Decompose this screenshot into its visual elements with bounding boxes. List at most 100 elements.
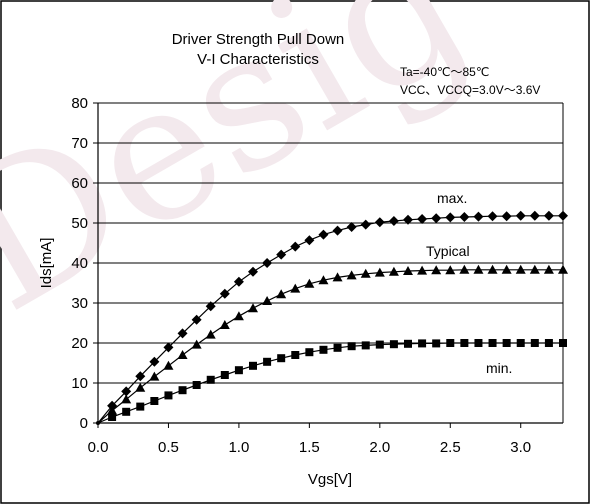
data-point [404, 339, 412, 348]
data-point [473, 264, 484, 274]
data-point [431, 265, 442, 275]
y-axis-label: Ids[mA] [38, 238, 55, 289]
chart-title: Driver Strength Pull Down [172, 31, 345, 48]
data-point [418, 339, 427, 348]
data-point [473, 211, 484, 222]
data-point [135, 382, 146, 392]
data-point [445, 265, 456, 275]
data-point [318, 229, 329, 240]
data-point [205, 301, 216, 312]
data-point [149, 356, 160, 367]
data-point [501, 211, 512, 222]
data-point [262, 296, 273, 305]
data-point [360, 219, 371, 230]
data-point [249, 361, 257, 370]
data-point [219, 288, 230, 299]
data-point [332, 272, 343, 282]
data-point [460, 339, 469, 347]
data-point [177, 328, 188, 339]
data-point [248, 303, 258, 313]
data-point [290, 241, 301, 252]
data-point [304, 278, 315, 288]
data-point [150, 397, 159, 405]
data-point [487, 264, 498, 274]
data-point [417, 214, 428, 224]
y-tick-label: 60 [71, 175, 88, 192]
x-tick-label: 0.0 [88, 439, 109, 456]
series-triangle [97, 264, 568, 424]
data-point [305, 348, 314, 357]
x-tick-label: 0.5 [158, 439, 179, 456]
data-point [403, 214, 413, 225]
data-point [374, 217, 385, 228]
data-point [515, 264, 526, 274]
data-point [233, 276, 244, 287]
data-point [107, 405, 118, 415]
data-point [529, 264, 540, 274]
data-point [177, 350, 188, 359]
data-point [164, 391, 173, 400]
data-point [178, 386, 187, 395]
data-point [389, 340, 398, 349]
data-point [487, 211, 498, 222]
data-point [530, 339, 539, 347]
origin-point [96, 421, 100, 425]
data-point [108, 413, 117, 421]
data-point [262, 258, 273, 268]
data-point [516, 339, 525, 347]
data-point [558, 264, 568, 274]
data-point [559, 339, 567, 347]
data-point [361, 341, 370, 350]
data-point [191, 314, 202, 325]
data-point [136, 402, 145, 411]
data-point [191, 339, 202, 349]
x-tick-label: 1.5 [299, 439, 320, 456]
data-point [388, 216, 399, 226]
data-point [248, 266, 258, 277]
data-point [263, 357, 272, 366]
data-point [360, 268, 371, 278]
series-line [97, 269, 563, 424]
data-point [163, 342, 174, 353]
data-point [291, 351, 300, 359]
data-point [474, 339, 483, 347]
data-point [347, 342, 356, 351]
data-point [333, 343, 342, 352]
data-point [375, 340, 384, 349]
data-point [163, 360, 174, 370]
data-point [192, 381, 201, 389]
data-point [205, 329, 216, 339]
data-point [206, 375, 215, 384]
data-point [276, 289, 287, 299]
data-point [121, 386, 132, 397]
series-label-max: max. [437, 190, 467, 206]
data-point [417, 265, 428, 275]
series-diamond [97, 210, 568, 424]
data-point [501, 264, 512, 274]
data-point [459, 212, 470, 222]
x-tick-labels: 0.0 0.5 1.0 1.5 2.0 2.5 3.0 [88, 439, 532, 456]
x-tick-label: 3.0 [510, 439, 531, 456]
condition-temperature: Ta=-40℃～85℃ [400, 65, 489, 79]
data-point [277, 354, 286, 363]
y-tick-label: 70 [71, 135, 88, 152]
plot-area: 0 10 20 30 40 50 60 70 80 0.0 0.5 1.0 1.5 2.0 2.5 3.0 [71, 95, 568, 456]
x-tick-label: 1.0 [228, 439, 249, 456]
series-label-typical: Typical [426, 243, 470, 259]
data-point [515, 210, 526, 221]
y-tick-label: 50 [71, 215, 88, 232]
condition-voltage: VCC、VCCQ=3.0V～3.6V [400, 83, 540, 97]
data-point [544, 339, 553, 347]
chart-subtitle: V-I Characteristics [197, 51, 319, 68]
data-point [543, 210, 554, 221]
data-point [304, 235, 315, 246]
data-point [431, 213, 442, 224]
series-line [97, 215, 563, 424]
y-tick-marks [93, 102, 98, 424]
data-point [388, 266, 399, 276]
data-point [121, 394, 132, 404]
series-group [96, 210, 568, 425]
data-point [290, 283, 301, 293]
x-axis-label: Vgs[V] [308, 471, 352, 488]
